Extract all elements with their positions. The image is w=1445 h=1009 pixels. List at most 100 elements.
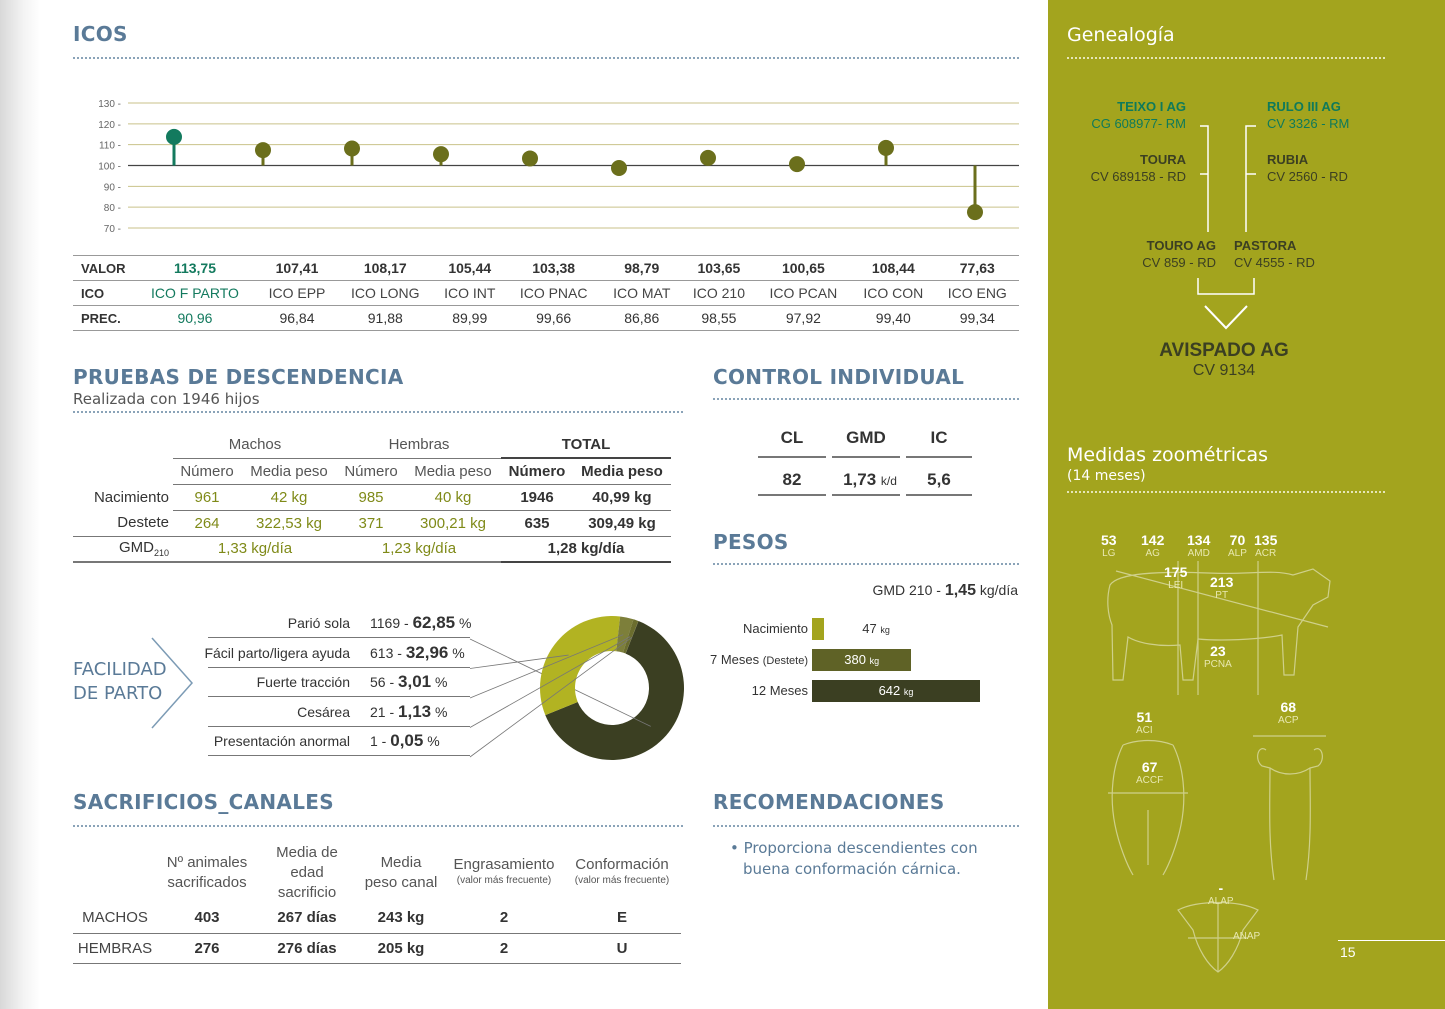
ico-cell: ICO EPP	[256, 280, 338, 306]
chevron-right-icon	[151, 637, 194, 729]
cell: 264	[173, 510, 241, 537]
parto-label: Parió sola	[287, 615, 350, 631]
col-numero: Número	[337, 458, 405, 485]
ico-cell: 96,84	[256, 305, 338, 331]
zoo-key: ACI	[1136, 725, 1153, 736]
control-header: CL	[780, 428, 804, 447]
zoo-measure: 213 PT	[1210, 575, 1233, 602]
cell: 1946	[501, 484, 573, 511]
rule	[758, 494, 826, 496]
zoo-value: 51	[1136, 709, 1153, 725]
ico-cell: 98,55	[682, 305, 756, 331]
cell: 2	[445, 903, 563, 934]
genealogia-title: Genealogía	[1067, 24, 1175, 46]
zoo-key: ACCF	[1136, 775, 1164, 786]
divider	[713, 398, 1019, 400]
cell: 1,23 kg/día	[337, 536, 501, 563]
sire: TOURO AG CV 859 - RD	[1128, 237, 1216, 271]
col-numero: Número	[501, 458, 573, 485]
control-value: 82	[782, 470, 802, 489]
ico-cell: 107,41	[256, 255, 338, 281]
col-header: Engrasamiento (valor más frecuente)	[445, 843, 563, 903]
parto-row: Fácil parto/ligera ayuda 613 - 32,96 %	[204, 638, 470, 668]
y-tick-label: 70 -	[104, 224, 121, 235]
row-label: Destete	[73, 510, 173, 537]
col-media: Media peso	[241, 458, 337, 485]
parto-value: 1 - 0,05 %	[370, 731, 440, 751]
pesos-unit: kg	[880, 625, 890, 635]
code: CG 608977- RM	[1091, 116, 1186, 131]
parto-unit: %	[435, 674, 448, 690]
lollipop-point	[611, 160, 627, 177]
gg-dam-f: TOURA CV 689158 - RD	[1088, 151, 1186, 185]
parto-row: Fuerte tracción 56 - 3,01 %	[208, 667, 470, 697]
ico-cell: 99,34	[935, 305, 1019, 331]
lollipop-point	[789, 156, 805, 173]
name: RULO III AG	[1267, 99, 1341, 114]
recomendaciones-title: RECOMENDACIONES	[713, 790, 945, 814]
cell: 322,53 kg	[241, 510, 337, 537]
zoo-value: 142	[1141, 532, 1165, 548]
zoo-value: 53	[1101, 532, 1117, 548]
code: CV 4555 - RD	[1234, 255, 1315, 270]
ico-cell: ICO 210	[682, 280, 756, 306]
parto-count: 1 -	[370, 733, 387, 749]
ico-cell: ICO CON	[851, 280, 936, 306]
donut-slice	[540, 616, 621, 716]
pesos-label-text: 7 Meses	[709, 652, 760, 667]
ico-cell: 103,65	[682, 255, 756, 281]
zoo-key: ANAP	[1233, 931, 1261, 942]
h-l2: sacrificados	[167, 874, 247, 891]
divider	[713, 563, 1019, 565]
pesos-unit: kg	[903, 687, 914, 697]
parto-label: Fácil parto/ligera ayuda	[204, 644, 350, 661]
parto-unit: %	[459, 615, 472, 631]
y-tick-label: 100 -	[98, 162, 121, 173]
cell: 40 kg	[405, 484, 501, 511]
ico-cell: 103,38	[505, 255, 602, 281]
divider	[1067, 491, 1385, 493]
zoo-key: AG	[1145, 548, 1160, 559]
zoo-measure: 134 AMD	[1187, 533, 1210, 560]
control-header: IC	[930, 428, 948, 447]
h-l1: Nº animales	[166, 854, 248, 871]
lollipop-point	[700, 149, 716, 166]
pesos-gmd-label: GMD 210 -	[872, 582, 941, 598]
table-row: Nacimiento 961 42 kg 985 40 kg 1946 40,9…	[73, 484, 671, 511]
y-tick-label: 120 -	[98, 120, 121, 131]
col-numero: Número	[173, 458, 241, 485]
col-media: Media peso	[405, 458, 501, 485]
zoo-key: ACR	[1255, 548, 1277, 559]
page-edge-shadow	[0, 0, 40, 1009]
col-header: Nº animales sacrificados	[157, 843, 257, 903]
zoo-measure: - ALAP	[1208, 881, 1234, 908]
parto-value: 1169 - 62,85 %	[370, 613, 471, 633]
zoo-measure: 51 ACI	[1136, 709, 1153, 737]
pesos-label-text: Nacimiento	[742, 621, 808, 636]
zoo-key: ALP	[1228, 548, 1247, 559]
h-l2: (valor más frecuente)	[574, 875, 670, 886]
parto-label: Cesárea	[297, 703, 350, 720]
y-tick-label: 90 -	[104, 182, 121, 193]
group-total: TOTAL	[501, 432, 671, 459]
pesos-num: 47	[862, 621, 877, 636]
pelvis-icon	[1177, 901, 1259, 973]
parto-count: 613 -	[370, 644, 402, 661]
page-rule	[1338, 940, 1445, 941]
zoo-key: AMD	[1187, 548, 1210, 559]
ico-cell: ICO MAT	[601, 280, 683, 306]
zoo-key: ACP	[1278, 715, 1299, 726]
control-value: 1,73 k/d	[832, 470, 908, 490]
code: CV 2560 - RD	[1267, 169, 1348, 184]
h-l1: Engrasamiento	[453, 856, 555, 873]
parto-pct: 1,13	[398, 701, 432, 721]
parto-value: 613 - 32,96 %	[370, 643, 465, 663]
gmd-text: GMD	[118, 539, 154, 557]
donut-slice	[623, 619, 639, 654]
cell: E	[563, 903, 681, 934]
row-label: HEMBRAS	[73, 933, 157, 964]
animal: AVISPADO AG CV 9134	[1138, 340, 1310, 380]
name: RUBIA	[1267, 152, 1309, 167]
cell: 635	[501, 510, 573, 537]
animal-code: CV 9134	[1192, 362, 1256, 379]
